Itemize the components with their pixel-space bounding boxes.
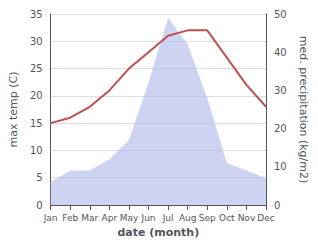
svg-text:Jul: Jul [162, 213, 174, 223]
svg-text:Dec: Dec [257, 213, 274, 223]
svg-text:Oct: Oct [219, 213, 235, 223]
svg-text:25: 25 [30, 63, 43, 74]
svg-text:Nov: Nov [238, 213, 256, 223]
svg-text:Sep: Sep [199, 213, 216, 223]
svg-text:Jun: Jun [140, 213, 155, 223]
svg-text:Feb: Feb [62, 213, 78, 223]
svg-text:May: May [120, 213, 139, 223]
svg-text:date (month): date (month) [117, 226, 199, 239]
svg-text:30: 30 [30, 36, 43, 47]
svg-text:10: 10 [274, 161, 287, 172]
svg-text:35: 35 [30, 9, 43, 20]
svg-text:0: 0 [36, 200, 42, 211]
svg-text:Mar: Mar [81, 213, 98, 223]
svg-text:20: 20 [30, 90, 43, 101]
svg-text:5: 5 [36, 172, 42, 183]
svg-text:20: 20 [274, 123, 287, 134]
svg-text:15: 15 [30, 118, 43, 129]
svg-text:Jan: Jan [43, 213, 58, 223]
svg-text:Apr: Apr [102, 213, 118, 223]
svg-text:50: 50 [274, 9, 287, 20]
svg-text:10: 10 [30, 145, 43, 156]
svg-text:Aug: Aug [179, 213, 197, 223]
svg-text:0: 0 [274, 200, 280, 211]
svg-text:med. precipitation (kg/m2): med. precipitation (kg/m2) [297, 36, 310, 184]
svg-text:max temp (C): max temp (C) [7, 71, 20, 147]
svg-text:30: 30 [274, 85, 287, 96]
svg-text:40: 40 [274, 47, 287, 58]
